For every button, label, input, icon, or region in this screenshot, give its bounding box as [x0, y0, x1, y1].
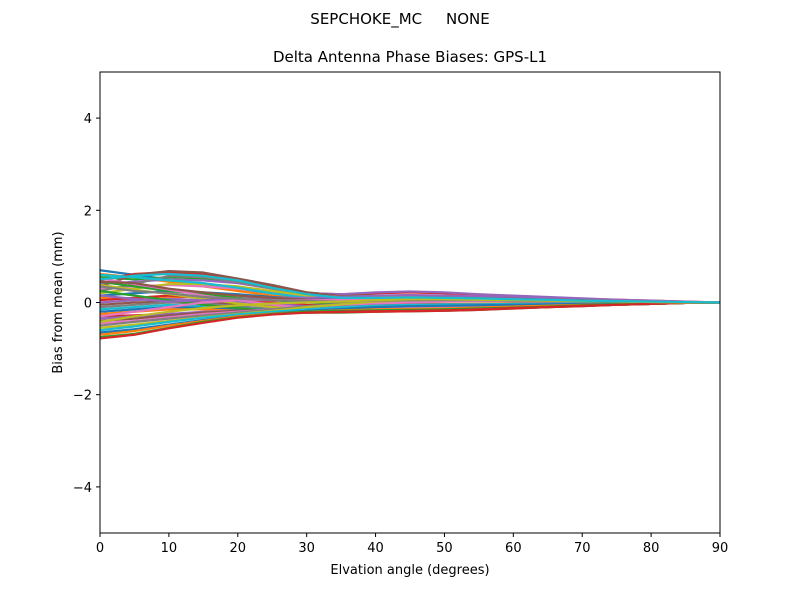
x-tick-label: 60: [505, 541, 522, 556]
x-tick-label: 80: [643, 541, 660, 556]
x-tick-label: 30: [298, 541, 315, 556]
x-tick-label: 90: [712, 541, 729, 556]
x-tick-label: 50: [436, 541, 453, 556]
x-tick-label: 10: [161, 541, 178, 556]
series-line: [99, 301, 721, 340]
y-tick-label: −4: [73, 481, 92, 496]
x-axis: 0 10 20 30 40 50 60 70 80 90: [96, 533, 728, 556]
plot-lines: [99, 269, 721, 340]
x-tick-label: 20: [230, 541, 247, 556]
y-tick-label: 2: [84, 204, 92, 219]
chart-title: Delta Antenna Phase Biases: GPS-L1: [272, 48, 548, 66]
x-tick-label: 0: [96, 541, 104, 556]
y-tick-label: 4: [84, 112, 92, 127]
x-tick-label: 70: [574, 541, 591, 556]
y-tick-label: −2: [73, 389, 92, 404]
y-tick-label: 0: [84, 297, 92, 312]
x-axis-label: Elvation angle (degrees): [330, 563, 489, 578]
figure-suptitle: SEPCHOKE_MC NONE: [310, 10, 490, 28]
series-line: [99, 272, 721, 304]
y-axis-label: Bias from mean (mm): [51, 231, 66, 373]
y-axis: −4 −2 0 2 4: [73, 112, 100, 496]
x-tick-label: 40: [367, 541, 384, 556]
